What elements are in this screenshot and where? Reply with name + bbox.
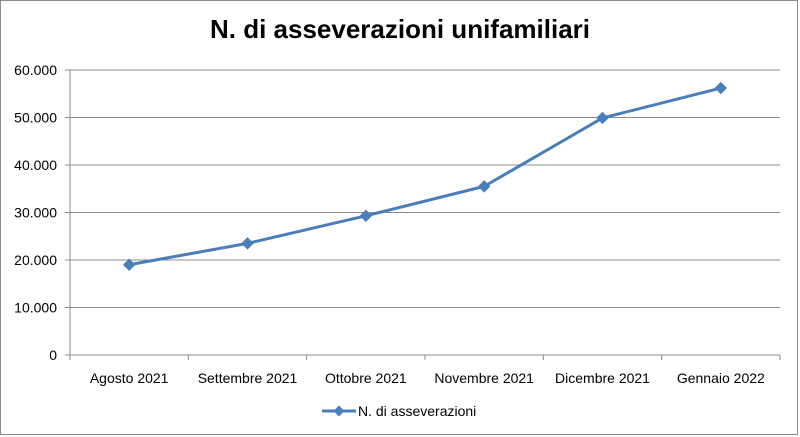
data-point [596,111,609,125]
x-tick-label: Settembre 2021 [198,370,298,386]
data-point [122,258,136,271]
data-point [359,209,373,223]
axes [65,69,781,360]
x-tick-label: Agosto 2021 [90,370,169,386]
x-tick-label: Novembre 2021 [434,370,534,386]
legend: N. di asseverazioni [322,403,476,419]
x-tick-label: Dicembre 2021 [555,370,650,386]
chart-title: N. di asseverazioni unifamiliari [209,14,591,44]
data-point [241,237,254,250]
y-tick-label: 50.000 [14,110,57,126]
legend-marker-swatch [333,405,345,417]
data-point [477,180,491,193]
x-tick-label: Gennaio 2022 [677,370,765,386]
x-tick-label: Ottobre 2021 [325,370,407,386]
legend-label: N. di asseverazioni [358,403,476,419]
y-tick-label: 0 [49,347,57,363]
series-layer [122,81,728,271]
y-tick-label: 10.000 [14,300,57,316]
y-tick-label: 40.000 [14,157,57,173]
y-tick-labels: 0 10.000 20.000 30.000 40.000 50.000 60.000 [14,62,57,363]
y-tick-label: 30.000 [14,205,57,221]
x-tick-labels: Agosto 2021 Settembre 2021 Ottobre 2021 Nov… [90,370,765,386]
y-tick-label: 20.000 [14,252,57,268]
gridlines [70,69,780,308]
data-point [714,81,728,95]
series-line [128,86,722,267]
y-tick-label: 60.000 [14,62,57,78]
